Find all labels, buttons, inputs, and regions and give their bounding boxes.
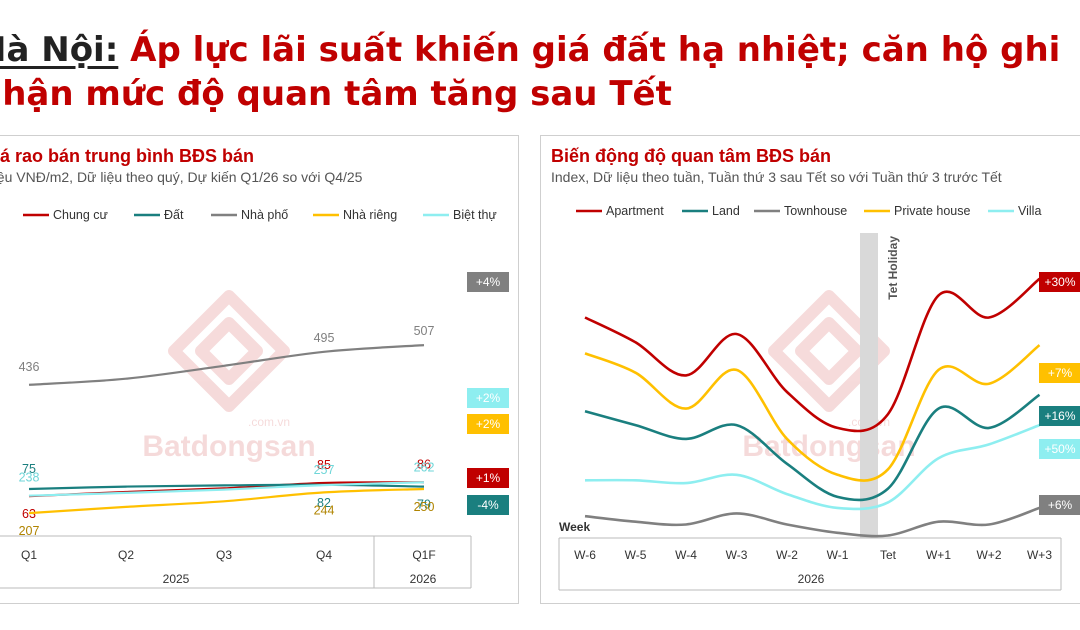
data-label-dat-q1f: 79 xyxy=(417,498,431,512)
chart-subtitle: Triệu VNĐ/m2, Dữ liệu theo quý, Dự kiến … xyxy=(0,169,363,185)
series-line-nha-rieng xyxy=(28,487,425,515)
change-badge-dat-bg xyxy=(467,495,509,515)
legend-label-nha-pho: Nhà phố xyxy=(241,208,288,222)
change-badge-nha-pho: +4% xyxy=(476,275,501,289)
year-label-2026: 2026 xyxy=(798,572,825,586)
x-tick-label-tet: Tet xyxy=(880,548,897,562)
data-label-chung-cu-q4: 85 xyxy=(317,458,331,472)
data-label-nha-pho-q4: 495 xyxy=(314,331,335,345)
tet-holiday-band xyxy=(860,233,878,538)
x-tick-label-w-1: W+1 xyxy=(926,548,951,562)
x-tick-label-w-4: W-4 xyxy=(675,548,697,562)
legend-label-chung-cu: Chung cư xyxy=(53,208,108,222)
data-label-dat-q1: 75 xyxy=(22,462,36,476)
x-tick-label-q2: Q2 xyxy=(118,548,134,562)
x-tick-label-w-1: W-1 xyxy=(827,548,849,562)
x-tick-label-w-3: W+3 xyxy=(1027,548,1052,562)
headline-location: Hà Nội: xyxy=(0,30,119,70)
series-line-nha-pho xyxy=(28,344,425,386)
change-badge-private-house: +7% xyxy=(1048,366,1073,380)
legend-label-dat: Đất xyxy=(164,208,184,222)
data-label-nha-rieng-q4: 244 xyxy=(314,503,335,517)
watermark-brand: Batdongsan xyxy=(142,430,315,463)
data-label-nha-rieng-q1f: 250 xyxy=(414,500,435,514)
series-line-townhouse xyxy=(584,506,1040,538)
data-label-nha-pho-q1: 436 xyxy=(19,360,40,374)
price-chart-panel: Giá rao bán trung bình BĐS bán Triệu VNĐ/… xyxy=(0,135,519,604)
change-badge-dat: -4% xyxy=(477,498,499,512)
legend-label-townhouse: Townhouse xyxy=(784,204,847,218)
price-chart: Giá rao bán trung bình BĐS bán Triệu VNĐ/… xyxy=(0,146,509,589)
data-label-biet-thu-q1f: 262 xyxy=(414,460,435,474)
change-badge-villa-bg xyxy=(1039,439,1080,459)
change-badge-nha-rieng-bg xyxy=(467,414,509,434)
change-badge-biet-thu: +2% xyxy=(476,391,501,405)
change-badge-land-bg xyxy=(1039,406,1080,426)
watermark-logo: Batdongsan.com.vn xyxy=(742,290,916,463)
chart-title: Biến động độ quan tâm BĐS bán xyxy=(551,146,831,166)
x-tick-label-w-6: W-6 xyxy=(574,548,596,562)
change-badge-chung-cu: +1% xyxy=(476,471,501,485)
tet-holiday-label: Tet Holiday xyxy=(886,236,900,300)
x-tick-label-q1: Q1 xyxy=(21,548,37,562)
change-badge-nha-pho-bg xyxy=(467,272,509,292)
data-label-biet-thu-q4: 257 xyxy=(314,463,335,477)
change-badge-apartment: +30% xyxy=(1044,275,1075,289)
data-label-chung-cu-q1f: 86 xyxy=(417,457,431,471)
change-badge-villa: +50% xyxy=(1044,442,1075,456)
year-label-2026: 2026 xyxy=(410,572,437,586)
series-line-dat xyxy=(28,483,425,491)
legend-label-land: Land xyxy=(712,204,740,218)
watermark-domain: .com.vn xyxy=(248,415,290,429)
data-label-biet-thu-q1: 238 xyxy=(19,471,40,485)
legend-label-apartment: Apartment xyxy=(606,204,664,218)
series-line-biet-thu xyxy=(28,481,425,497)
interest-chart-panel: Biến động độ quan tâm BĐS bán Index, Dữ l… xyxy=(540,135,1080,604)
headline-line2: nhận mức độ quan tâm tăng sau Tết xyxy=(0,74,672,114)
x-tick-label-q3: Q3 xyxy=(216,548,232,562)
watermark-house-icon xyxy=(168,290,290,412)
x-tick-label-q1f: Q1F xyxy=(412,548,435,562)
watermark-brand: Batdongsan xyxy=(742,430,915,463)
chart-subtitle: Index, Dữ liệu theo tuần, Tuần thứ 3 sau… xyxy=(551,169,1002,185)
data-label-chung-cu-q1: 63 xyxy=(22,507,36,521)
change-badge-townhouse-bg xyxy=(1039,495,1080,515)
watermark-house-icon xyxy=(768,290,890,412)
x-tick-label-w-3: W-3 xyxy=(726,548,748,562)
watermark-logo: Batdongsan.com.vn xyxy=(142,290,316,463)
data-label-nha-rieng-q1: 207 xyxy=(19,524,40,538)
data-label-dat-q4: 82 xyxy=(317,496,331,510)
series-line-private-house xyxy=(584,344,1041,482)
headline-line1: Áp lực lãi suất khiến giá đất hạ nhiệt; … xyxy=(130,30,1061,70)
x-tick-label-w-5: W-5 xyxy=(625,548,647,562)
x-tick-label-w-2: W+2 xyxy=(976,548,1001,562)
change-badge-apartment-bg xyxy=(1039,272,1080,292)
x-tick-label-q4: Q4 xyxy=(316,548,332,562)
change-badge-private-house-bg xyxy=(1039,363,1080,383)
legend-label-biet-thu: Biệt thự xyxy=(453,208,497,222)
data-label-nha-pho-q1f: 507 xyxy=(414,324,435,338)
change-badge-nha-rieng: +2% xyxy=(476,417,501,431)
series-line-villa xyxy=(584,423,1040,511)
series-line-land xyxy=(584,393,1041,502)
legend-label-villa: Villa xyxy=(1018,204,1041,218)
change-badge-townhouse: +6% xyxy=(1048,498,1073,512)
chart-title: Giá rao bán trung bình BĐS bán xyxy=(0,146,254,166)
series-line-apartment xyxy=(584,277,1041,433)
legend-label-private-house: Private house xyxy=(894,204,970,218)
x-tick-label-w-2: W-2 xyxy=(776,548,798,562)
legend-label-nha-rieng: Nhà riêng xyxy=(343,208,397,222)
x-axis-title: Week xyxy=(559,520,590,534)
interest-chart: Biến động độ quan tâm BĐS bán Index, Dữ l… xyxy=(551,146,1080,591)
year-label-2025: 2025 xyxy=(163,572,190,586)
change-badge-biet-thu-bg xyxy=(467,388,509,408)
change-badge-chung-cu-bg xyxy=(467,468,509,488)
headline: Hà Nội: Áp lực lãi suất khiến giá đất hạ… xyxy=(0,28,1078,116)
change-badge-land: +16% xyxy=(1044,409,1075,423)
